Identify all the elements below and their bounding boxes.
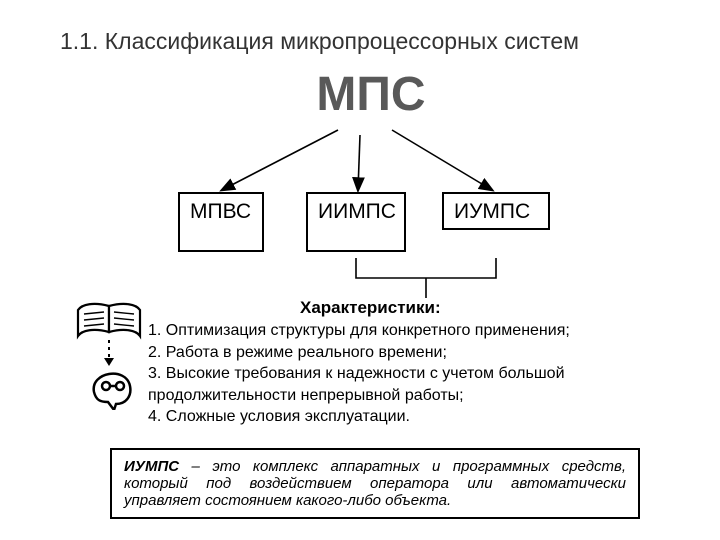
root-node: МПС xyxy=(316,70,426,120)
node-iimps: ИИМПС xyxy=(306,192,406,252)
characteristics-item: 2. Работа в режиме реального времени; xyxy=(148,342,628,364)
node-mpvs: МПВС xyxy=(178,192,264,252)
node-iumps: ИУМПС xyxy=(442,192,550,230)
characteristics-heading: Характеристики: xyxy=(300,298,441,318)
node-label: ИУМПС xyxy=(454,200,530,223)
characteristics-item: 1. Оптимизация структуры для конкретного… xyxy=(148,320,628,342)
book-reader-icon xyxy=(74,300,144,415)
definition-text: – это комплекс аппаратных и программных … xyxy=(124,458,626,509)
definition-term: ИУМПС xyxy=(124,458,179,475)
characteristics-item: 3. Высокие требования к надежности с уче… xyxy=(148,363,628,406)
node-label: ИИМПС xyxy=(318,200,396,223)
characteristics-item: 4. Сложные условия эксплуатации. xyxy=(148,406,628,428)
node-label: МПВС xyxy=(190,200,251,223)
page-title: 1.1. Классификация микропроцессорных сис… xyxy=(60,28,579,55)
definition-box: ИУМПС – это комплекс аппаратных и програ… xyxy=(110,448,640,519)
characteristics-list: 1. Оптимизация структуры для конкретного… xyxy=(148,320,628,428)
